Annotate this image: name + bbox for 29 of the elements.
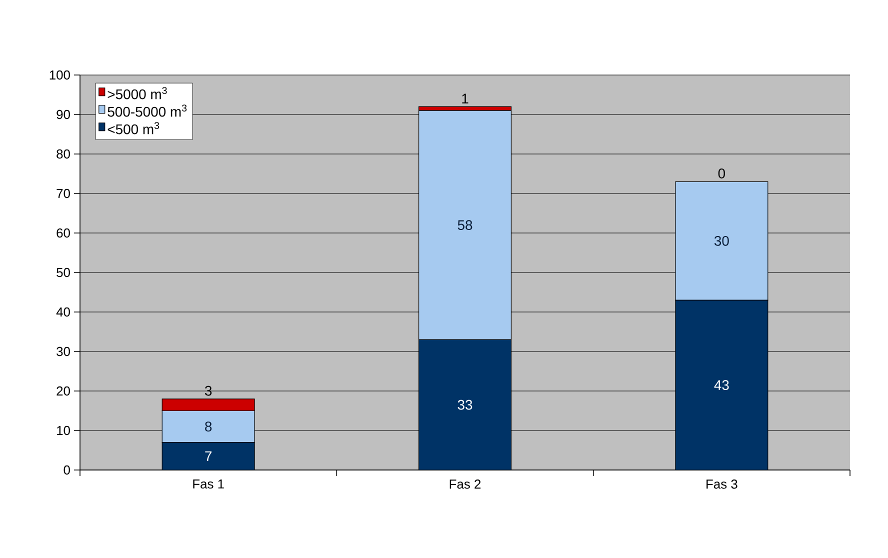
data-label: 30 [714,236,729,246]
data-label: 1 [462,94,468,104]
y-tick-label: 30 [56,346,70,356]
x-tick-label: Fas 3 [706,480,738,489]
data-label: 7 [205,451,212,461]
data-label: 43 [714,380,729,390]
data-label: 33 [458,400,472,410]
bar [162,442,255,470]
y-tick-label: 50 [56,268,70,278]
legend-label: 500-5000 m$^{3}$ [108,104,187,117]
data-label: 8 [205,422,212,432]
x-tick-label: Fas 1 [193,480,224,489]
data-label: 3 [204,386,212,396]
y-tick-label: 40 [56,307,70,317]
legend-label: <500 m$^{3}$ [108,122,160,134]
y-tick-label: 10 [57,426,70,436]
y-tick-label: 70 [56,188,70,198]
y-tick-label: 90 [56,110,70,120]
y-tick-label: 60 [56,228,70,238]
y-tick-label: 0 [64,465,70,475]
x-tick-label: Fas 2 [450,480,481,489]
y-tick-label: 20 [56,386,70,396]
y-tick-label: 80 [56,149,70,159]
data-label: 58 [458,220,472,230]
y-tick-label: 100 [50,70,70,80]
bar [675,300,768,470]
data-label: 0 [718,168,726,178]
legend-label: >5000 m$^{3}$ [108,87,167,100]
bar [418,339,512,470]
